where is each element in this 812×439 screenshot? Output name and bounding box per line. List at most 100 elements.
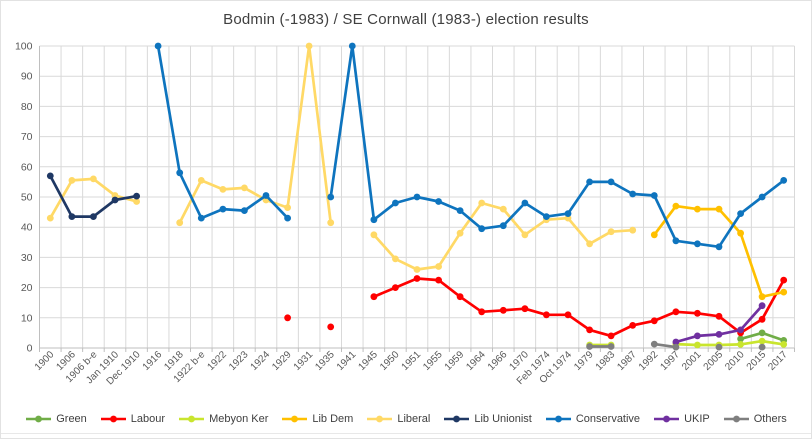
legend-swatch: [654, 415, 680, 423]
data-point: [46, 172, 54, 180]
data-point: [694, 341, 701, 349]
legend-label: Lib Dem: [312, 413, 354, 425]
x-axis-label: 1964: [464, 349, 488, 373]
data-point: [758, 343, 766, 351]
gridlines: [39, 45, 795, 352]
data-point: [715, 312, 723, 320]
chart-legend: Green Labour Mebyon Ker Lib Dem Liberal Lib U…: [1, 406, 811, 432]
data-point: [564, 311, 572, 319]
legend-label: Green: [56, 413, 87, 425]
data-point: [737, 326, 744, 334]
legend-item-lib-unionist: Lib Unionist: [443, 413, 532, 425]
legend-label: Liberal: [397, 413, 431, 425]
legend-item-others: Others: [723, 413, 787, 425]
x-axis-label: 1997: [658, 349, 682, 373]
data-point: [68, 177, 76, 184]
y-axis-label: 60: [21, 161, 33, 173]
legend-item-green: Green: [25, 413, 87, 425]
y-axis-label: 70: [21, 131, 33, 143]
data-point: [435, 263, 442, 270]
data-point: [327, 193, 335, 201]
data-point: [68, 213, 76, 221]
data-point: [219, 186, 227, 193]
series-mebyon-ker: [586, 337, 788, 349]
data-point: [543, 213, 550, 221]
legend-item-lib-dem: Lib Dem: [281, 413, 353, 425]
data-point: [262, 192, 270, 199]
x-axis-label: 1923: [227, 349, 251, 373]
legend-item-labour: Labour: [100, 413, 165, 425]
data-point: [672, 338, 680, 346]
data-point: [241, 184, 248, 192]
data-point: [672, 237, 680, 245]
data-point: [499, 306, 507, 314]
legend-swatch: [444, 415, 470, 423]
legend-label: Mebyon Ker: [209, 413, 269, 425]
data-point: [456, 293, 464, 301]
legend-swatch: [26, 415, 52, 423]
data-point: [46, 214, 54, 222]
data-point: [456, 229, 464, 237]
data-point: [650, 317, 658, 325]
data-point: [737, 335, 744, 343]
data-point: [413, 275, 421, 282]
data-point: [629, 322, 637, 329]
x-axis-label: 1959: [443, 349, 467, 373]
legend-item-ukip: UKIP: [653, 413, 710, 425]
data-point: [586, 326, 593, 334]
x-axis-label: 1951: [400, 349, 424, 373]
data-point: [758, 329, 766, 337]
data-point: [413, 266, 421, 273]
x-axis-label: 2005: [702, 349, 726, 373]
x-axis-label: 1955: [421, 349, 445, 373]
series-green: [737, 329, 788, 344]
data-point: [607, 228, 615, 236]
data-point: [543, 311, 550, 319]
data-point: [90, 175, 97, 183]
data-point: [499, 222, 507, 230]
legend-item-liberal: Liberal: [366, 413, 430, 425]
data-point: [305, 42, 313, 50]
chart-bottom-border: [1, 433, 811, 434]
x-axis-label: 1929: [270, 349, 294, 373]
data-point: [586, 343, 593, 350]
legend-swatch: [545, 415, 571, 423]
data-point: [607, 332, 615, 340]
x-axis-label: 1935: [313, 349, 337, 373]
data-point: [197, 214, 205, 222]
data-point: [392, 199, 399, 207]
data-point: [715, 343, 723, 351]
data-point: [348, 42, 356, 50]
chart-title: Bodmin (-1983) / SE Cornwall (1983-) ele…: [223, 11, 589, 28]
legend-swatch: [723, 415, 749, 423]
data-point: [413, 193, 421, 201]
y-axis-label: 0: [27, 343, 33, 355]
data-point: [327, 323, 335, 331]
data-point: [780, 177, 788, 184]
data-point: [607, 343, 615, 350]
data-point: [758, 193, 766, 201]
x-axis-label: 2017: [766, 349, 790, 373]
data-point: [370, 216, 378, 224]
x-axis-label: 1941: [335, 349, 359, 373]
y-axis-label: 100: [15, 41, 33, 53]
data-point: [90, 213, 97, 221]
data-point: [629, 190, 637, 198]
legend-label: Conservative: [575, 413, 641, 425]
series-labour: [284, 275, 788, 340]
data-point: [715, 331, 723, 338]
x-axis-label: 1931: [292, 349, 316, 373]
data-point: [197, 177, 205, 184]
data-point: [758, 293, 766, 301]
data-point: [694, 205, 701, 213]
data-point: [715, 243, 723, 251]
x-axis-label: 1966: [486, 349, 510, 373]
data-point: [176, 219, 184, 227]
y-axis-label: 90: [21, 71, 33, 83]
data-point: [586, 178, 593, 186]
x-axis-label: 1979: [572, 349, 596, 373]
data-point: [715, 205, 723, 213]
y-axis-label: 20: [21, 282, 33, 294]
legend-label: Labour: [130, 413, 166, 425]
